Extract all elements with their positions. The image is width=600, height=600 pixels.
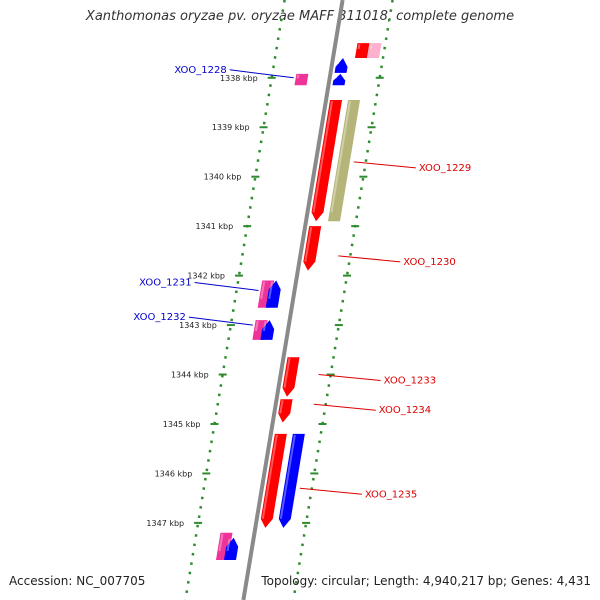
tick-label: 1340 kbp <box>204 173 242 182</box>
gene-feature-highlight <box>254 320 259 332</box>
backbone-line <box>241 0 345 600</box>
gene-feature[interactable] <box>328 100 361 222</box>
dotted-track-left <box>184 0 286 600</box>
gene-label-xoo_1228[interactable]: XOO_1228 <box>174 65 226 76</box>
gene-feature-body <box>260 433 287 528</box>
gene-feature-highlight <box>296 74 300 79</box>
gene-feature-body <box>367 43 382 58</box>
gene-feature[interactable] <box>278 433 305 528</box>
accession-text: Accession: NC_007705 <box>9 574 146 588</box>
gene-feature-highlight <box>312 100 334 213</box>
gene-label-leader <box>194 281 259 291</box>
gene-feature-body <box>311 100 343 222</box>
gene-label-leader <box>313 403 376 411</box>
gene-labels: XOO_1228 XOO_1229 XOO_1230 XOO_1231 XOO_1232… <box>133 65 471 501</box>
gene-feature-body <box>303 226 322 271</box>
gene-feature-highlight <box>268 281 274 299</box>
gene-feature-highlight <box>262 320 267 332</box>
gene-feature[interactable] <box>332 73 346 86</box>
gene-feature[interactable] <box>367 43 382 58</box>
gene-feature-highlight <box>260 281 266 299</box>
gene-feature-highlight <box>369 43 373 50</box>
gene-feature-body <box>328 100 361 222</box>
gene-feature-body <box>278 399 293 423</box>
gene-feature-highlight <box>283 358 291 388</box>
gene-feature-highlight <box>279 434 296 520</box>
gene-feature-highlight <box>218 533 224 552</box>
gene-feature-highlight <box>261 434 278 520</box>
gene-feature-body <box>332 73 346 86</box>
gene-label-xoo_1234[interactable]: XOO_1234 <box>379 405 431 416</box>
gene-feature[interactable] <box>334 58 348 73</box>
gene-feature-highlight <box>330 100 352 213</box>
gene-feature-body <box>224 537 239 560</box>
tick-label: 1345 kbp <box>163 420 201 429</box>
gene-label-leader <box>353 161 416 169</box>
tick-label: 1344 kbp <box>171 371 209 380</box>
gene-feature[interactable] <box>224 537 239 560</box>
genome-backbone <box>241 0 345 600</box>
gene-feature[interactable] <box>303 226 322 271</box>
gene-feature-body <box>334 58 348 73</box>
gene-label-xoo_1232[interactable]: XOO_1232 <box>133 312 185 323</box>
gene-feature-body <box>278 433 305 528</box>
gene-feature-highlight <box>334 74 338 79</box>
gene-feature-highlight <box>226 538 231 552</box>
gene-feature[interactable] <box>260 433 287 528</box>
tick-label: 1339 kbp <box>212 123 250 132</box>
gene-feature-highlight <box>279 400 284 414</box>
gene-feature[interactable] <box>265 280 281 308</box>
gene-label-xoo_1231[interactable]: XOO_1231 <box>139 277 191 288</box>
gene-label-xoo_1235[interactable]: XOO_1235 <box>365 489 417 500</box>
gene-feature-body <box>282 357 300 397</box>
gene-feature[interactable] <box>260 320 275 340</box>
gene-feature[interactable] <box>278 399 293 423</box>
gene-feature-body <box>294 73 309 86</box>
gene-feature[interactable] <box>282 357 300 397</box>
gene-label-leader <box>338 255 401 263</box>
gene-label-leader <box>299 487 362 495</box>
tick-label: 1347 kbp <box>146 519 184 528</box>
gene-feature[interactable] <box>294 73 309 86</box>
tick-label: 1338 kbp <box>220 74 258 83</box>
gene-label-xoo_1230[interactable]: XOO_1230 <box>403 257 455 268</box>
genome-title: Xanthomonas oryzae pv. oryzae MAFF 31101… <box>85 9 515 24</box>
gene-label-leader <box>188 316 253 326</box>
gene-feature-body <box>260 320 275 340</box>
dotted-track-right <box>292 0 394 600</box>
tick-label: 1346 kbp <box>155 469 193 478</box>
dotted-tracks <box>184 0 394 600</box>
gene-feature[interactable] <box>355 43 370 58</box>
gene-label-leader <box>318 374 381 382</box>
gene-label-xoo_1233[interactable]: XOO_1233 <box>384 376 436 387</box>
genome-summary: Topology: circular; Length: 4,940,217 bp… <box>261 574 591 588</box>
gene-feature-highlight <box>337 58 340 65</box>
gene-feature-highlight <box>304 226 313 262</box>
tick-label: 1343 kbp <box>179 321 217 330</box>
gene-label-xoo_1229[interactable]: XOO_1229 <box>419 163 471 174</box>
gene-feature-body <box>265 280 281 308</box>
tick-label: 1341 kbp <box>195 222 233 231</box>
tick-label: 1342 kbp <box>187 272 225 281</box>
gene-feature-highlight <box>357 43 361 50</box>
kbp-ticks: 1338 kbp 1339 kbp 1340 kbp 1341 kbp 1342 kbp… <box>146 74 384 528</box>
gene-feature[interactable] <box>311 100 343 222</box>
gene-feature-body <box>355 43 370 58</box>
gene-label-leader <box>229 69 294 79</box>
gene-features <box>216 43 382 560</box>
